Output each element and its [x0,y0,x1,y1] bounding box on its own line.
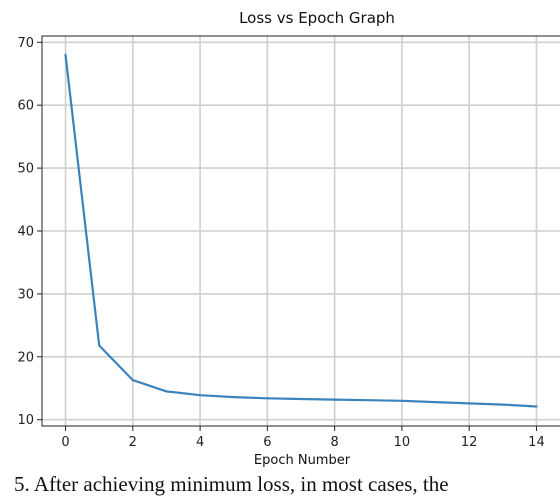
chart-title: Loss vs Epoch Graph [239,9,395,27]
y-tick-label: 40 [17,225,34,240]
y-tick-label: 50 [17,162,34,177]
grid-layer [42,36,560,426]
x-tick-label: 6 [263,435,271,450]
x-tick-label: 0 [61,435,69,450]
figure-caption: 5. After achieving minimum loss, in most… [14,472,449,496]
x-tick-label: 10 [394,435,411,450]
y-tick-label: 10 [17,413,34,428]
x-tick-label: 8 [330,435,338,450]
y-tick-label: 60 [17,99,34,114]
y-tick-label: 20 [17,350,34,365]
series-line [64,53,538,408]
x-tick-label: 14 [528,435,545,450]
x-tick-label: 4 [196,435,204,450]
x-tick-label: 12 [461,435,478,450]
x-axis-label: Epoch Number [254,453,351,468]
y-tick-label: 30 [17,287,34,302]
axes-layer: 0 2 4 6 8 10 12 14 10 20 30 40 50 60 70 [17,35,560,450]
y-tick-label: 70 [17,36,34,51]
series-layer [64,53,538,408]
x-tick-label: 2 [129,435,137,450]
